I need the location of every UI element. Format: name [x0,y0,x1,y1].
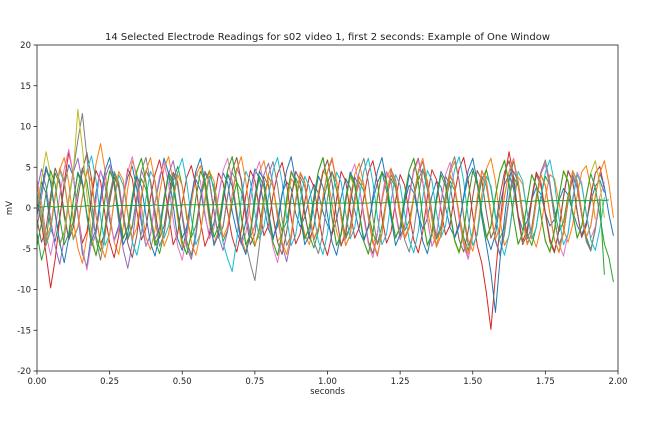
y-tick-label: 5 [26,163,31,173]
x-tick-label: 1.75 [536,377,555,387]
y-tick-label: 15 [20,82,31,92]
series-layer [36,108,614,330]
y-axis: 20 15 10 5 0 -5 -10 -15 -20 [17,41,37,377]
y-tick-label: -10 [17,286,31,296]
series-line-4 [36,151,605,330]
y-tick-label: 20 [20,41,31,51]
series-line-14 [36,199,610,208]
series-line-8 [36,112,596,282]
y-tick-label: -5 [23,245,31,255]
chart-title: 14 Selected Electrode Readings for s02 v… [105,32,550,43]
x-tick-label: 1.50 [463,377,482,387]
x-tick-label: 1.25 [391,377,410,387]
x-axis: 0.00 0.25 0.50 0.75 1.00 1.25 1.50 1.75 2.00 [28,371,628,387]
x-tick-label: 0.00 [28,377,47,387]
x-axis-label: seconds [310,387,345,397]
x-tick-label: 0.25 [100,377,119,387]
series-line-6 [36,152,596,259]
series-line-12 [36,156,614,259]
x-tick-label: 0.75 [245,377,264,387]
series-line-10 [36,155,605,273]
x-tick-label: 2.00 [609,377,628,387]
y-tick-label: -15 [17,326,31,336]
x-tick-label: 1.00 [318,377,337,387]
y-tick-label: -20 [17,367,31,377]
y-tick-label: 10 [20,123,31,133]
y-axis-label: mV [5,201,15,215]
x-tick-label: 0.50 [173,377,192,387]
y-tick-label: 0 [26,204,31,214]
series-line-13 [36,156,614,283]
